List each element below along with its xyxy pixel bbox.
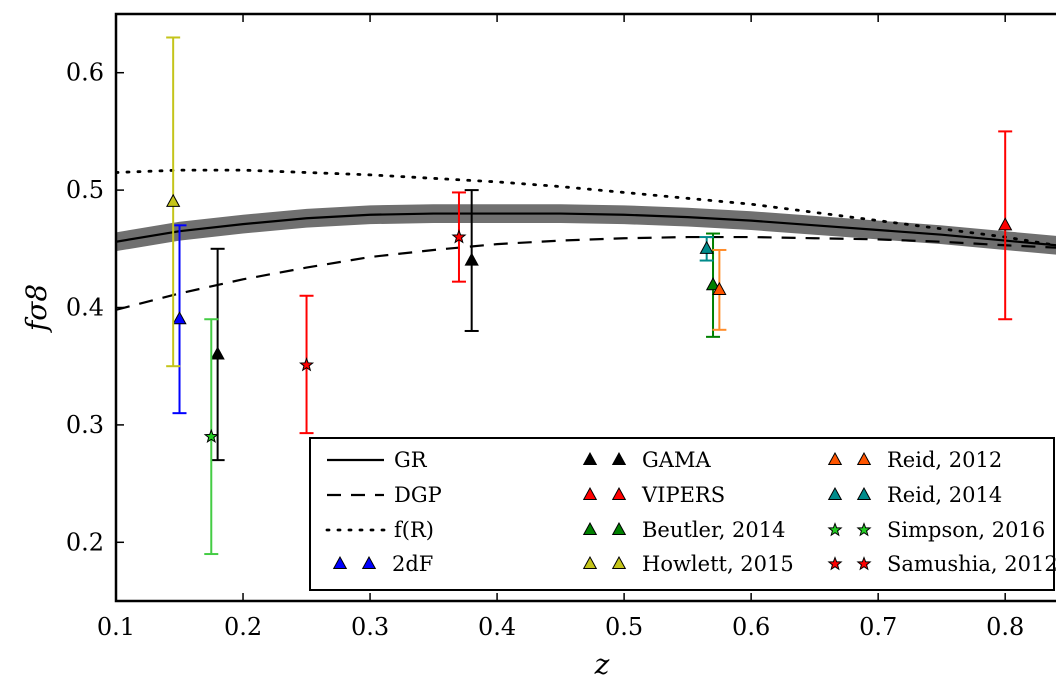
legend-marker xyxy=(582,521,598,536)
samushia-2012-marker xyxy=(451,229,467,244)
y-tick-label: 0.3 xyxy=(66,411,104,439)
legend-entry-reid-2014: Reid, 2014 xyxy=(827,483,1002,507)
y-tick-label: 0.4 xyxy=(66,294,104,322)
legend-marker xyxy=(827,556,843,571)
legend-marker xyxy=(582,555,598,570)
legend-label: Reid, 2012 xyxy=(887,448,1002,472)
x-tick-label: 0.6 xyxy=(732,613,770,641)
y-axis-label: fσ8 xyxy=(20,284,53,333)
gama-marker xyxy=(210,346,225,360)
legend-entry-howlett-2015: Howlett, 2015 xyxy=(582,552,794,576)
legend-marker xyxy=(611,486,627,501)
x-tick-label: 0.4 xyxy=(478,613,516,641)
legend-entry-gr: GR xyxy=(327,448,428,472)
vipers-point-0 xyxy=(998,130,1013,321)
legend-entry-gama: GAMA xyxy=(582,448,711,472)
gama-point-1 xyxy=(464,189,479,332)
legend-entry-beutler-2014: Beutler, 2014 xyxy=(582,518,786,542)
legend-marker xyxy=(582,451,598,466)
legend-label: Simpson, 2016 xyxy=(887,518,1045,542)
axis-labels: z fσ8 xyxy=(20,284,610,679)
reid-2012-point-0 xyxy=(712,248,727,331)
dgp-curve xyxy=(116,235,1056,311)
reid-2014-marker xyxy=(699,240,714,254)
y-tick-label: 0.2 xyxy=(66,528,104,556)
howlett-2015-point-0 xyxy=(166,36,181,368)
model-curves xyxy=(116,168,1056,311)
vipers-marker xyxy=(998,217,1013,231)
beutler-2014-marker xyxy=(705,277,721,291)
gama-point-0 xyxy=(210,247,225,462)
x-tick-label: 0.7 xyxy=(859,613,897,641)
legend-marker xyxy=(827,522,843,537)
gama-marker xyxy=(464,252,479,266)
legend-marker xyxy=(332,555,348,570)
legend-marker xyxy=(611,555,627,570)
legend-marker xyxy=(827,451,843,466)
legend-label: f(R) xyxy=(394,518,434,542)
legend-label: GAMA xyxy=(642,448,711,472)
legend-label: GR xyxy=(394,448,428,472)
legend-entry-samushia-2012: Samushia, 2012 xyxy=(827,552,1056,576)
legend-marker xyxy=(827,486,843,501)
x-axis-label: z xyxy=(594,648,610,679)
2df-point-0 xyxy=(172,224,187,415)
legend-label: Samushia, 2012 xyxy=(887,552,1056,576)
legend-entry-f-r: f(R) xyxy=(325,518,434,542)
legend-entry-simpson-2016: Simpson, 2016 xyxy=(827,518,1045,542)
legend-marker xyxy=(361,555,377,570)
gr-curve xyxy=(116,212,1056,247)
tick-labels: 0.1 0.2 0.3 0.4 0.5 0.6 0.7 0.8 0.2 0.3 0.4 0.5 0.6 xyxy=(66,14,1024,641)
legend-label: Reid, 2014 xyxy=(887,483,1002,507)
legend-label: VIPERS xyxy=(641,483,725,507)
data-points xyxy=(166,36,1013,556)
y-tick-label: 0.6 xyxy=(66,59,104,87)
simpson-2016-point-0 xyxy=(203,318,219,556)
x-tick-label: 0.5 xyxy=(605,613,643,641)
reid-2012-marker xyxy=(712,281,727,295)
legend-marker xyxy=(856,556,872,571)
legend-entry-reid-2012: Reid, 2012 xyxy=(827,448,1002,472)
simpson-2016-marker xyxy=(203,428,219,444)
legend-marker xyxy=(856,522,872,537)
legend-label: Howlett, 2015 xyxy=(642,552,794,576)
x-tick-label: 0.2 xyxy=(224,613,262,641)
legend-marker xyxy=(611,521,627,536)
samushia-2012-point-1 xyxy=(451,191,467,283)
2df-marker xyxy=(172,311,187,325)
legend: GR DGP f(R) 2dF GAMA VIPERS Beutler, 2014 Howle… xyxy=(309,437,1056,591)
legend-label: 2dF xyxy=(392,552,433,576)
legend-label: DGP xyxy=(394,483,442,507)
legend-marker xyxy=(611,451,627,466)
legend-marker xyxy=(856,451,872,466)
howlett-2015-marker xyxy=(166,193,181,207)
x-tick-label: 0.1 xyxy=(97,613,135,641)
y-tick-label: 0.5 xyxy=(66,176,104,204)
samushia-2012-point-0 xyxy=(299,294,315,435)
legend-entry-2df: 2dF xyxy=(332,552,433,576)
legend-marker xyxy=(582,486,598,501)
gr-band xyxy=(116,204,1056,255)
legend-marker xyxy=(856,486,872,501)
legend-box xyxy=(309,437,1055,591)
legend-entry-dgp: DGP xyxy=(327,483,442,507)
legend-entry-vipers: VIPERS xyxy=(582,483,725,507)
samushia-2012-marker xyxy=(299,357,315,372)
x-tick-label: 0.8 xyxy=(986,613,1024,641)
legend-label: Beutler, 2014 xyxy=(642,518,786,542)
reid-2014-point-0 xyxy=(699,236,714,262)
x-tick-label: 0.3 xyxy=(351,613,389,641)
